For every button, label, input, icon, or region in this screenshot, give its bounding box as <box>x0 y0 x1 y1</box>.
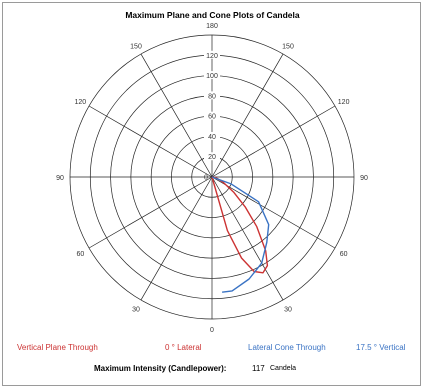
radial-label-bg <box>204 50 220 59</box>
chart-panel <box>2 2 421 386</box>
grid-spoke <box>211 105 336 178</box>
angle-tick-label: 0 <box>210 327 214 334</box>
angle-tick-label: 120 <box>338 99 350 106</box>
angle-tick-label: 150 <box>130 43 142 50</box>
angle-tick-label: 30 <box>284 307 292 314</box>
radial-label-bg <box>204 111 220 120</box>
radial-tick-label: 60 <box>208 114 216 121</box>
legend-vertical-plane-label: Vertical Plane Through <box>17 343 98 352</box>
max-intensity-label: Maximum Intensity (Candlepower): <box>94 364 227 373</box>
angle-tick-label: 150 <box>282 43 294 50</box>
radial-label-bg <box>204 152 220 161</box>
grid-spoke <box>140 53 213 178</box>
max-intensity-row: Maximum Intensity (Candlepower): 117 Can… <box>0 364 425 376</box>
radial-label-bg <box>204 71 220 80</box>
vertical-plane-through-curve <box>211 176 269 274</box>
max-intensity-value: 117 <box>252 364 265 373</box>
angle-tick-label: 90 <box>56 175 64 182</box>
grid-spoke <box>211 176 284 301</box>
legend-lateral-cone-label: Lateral Cone Through <box>248 343 326 352</box>
radial-tick-label: 100 <box>206 73 218 80</box>
radial-tick-label: 40 <box>208 134 216 141</box>
legend-vertical-plane-value: 0 ° Lateral <box>165 343 202 352</box>
angle-tick-label: 30 <box>132 307 140 314</box>
radial-tick-label: 0 <box>204 175 208 182</box>
angle-tick-label: 120 <box>75 99 87 106</box>
angle-tick-label: 90 <box>360 175 368 182</box>
grid-spoke <box>211 53 284 178</box>
radial-tick-label: 80 <box>208 93 216 100</box>
grid-spoke <box>211 176 336 249</box>
lateral-cone-through-curve <box>211 176 270 293</box>
radial-tick-label: 120 <box>206 53 218 60</box>
legend: Vertical Plane Through 0 ° Lateral Later… <box>0 343 425 355</box>
legend-lateral-cone-value: 17.5 ° Vertical <box>356 343 406 352</box>
grid-spoke <box>88 105 213 178</box>
angle-tick-label: 180 <box>206 23 218 30</box>
radial-label-bg <box>204 91 220 100</box>
chart-title: Maximum Plane and Cone Plots of Candela <box>125 10 300 20</box>
grid-spoke <box>140 176 213 301</box>
angle-tick-label: 60 <box>340 251 348 258</box>
angle-tick-label: 60 <box>76 251 84 258</box>
grid-spoke <box>88 176 213 249</box>
radial-tick-label: 20 <box>208 154 216 161</box>
max-intensity-unit: Candela <box>270 365 297 372</box>
radial-label-bg <box>204 131 220 140</box>
